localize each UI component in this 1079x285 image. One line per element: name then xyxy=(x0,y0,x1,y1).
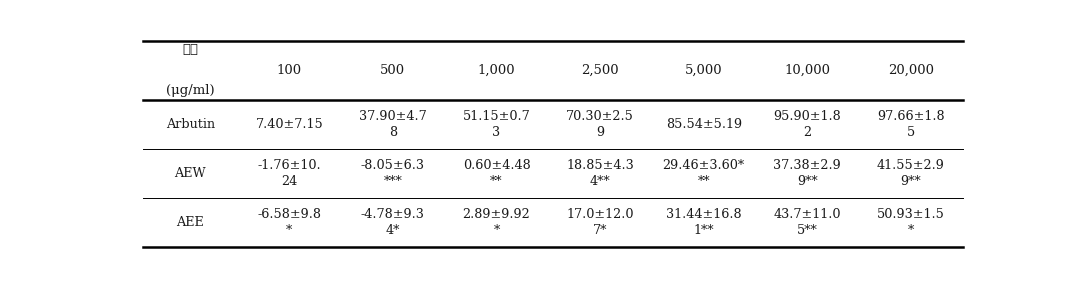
Text: 5: 5 xyxy=(906,126,915,139)
Text: 17.0±12.0: 17.0±12.0 xyxy=(566,208,633,221)
Text: 31.44±16.8: 31.44±16.8 xyxy=(666,208,741,221)
Text: 85.54±5.19: 85.54±5.19 xyxy=(666,118,741,131)
Text: 9**: 9** xyxy=(797,175,818,188)
Text: -4.78±9.3: -4.78±9.3 xyxy=(361,208,425,221)
Text: 37.90±4.7: 37.90±4.7 xyxy=(359,109,427,123)
Text: AEW: AEW xyxy=(175,167,206,180)
Text: 97.66±1.8: 97.66±1.8 xyxy=(877,109,945,123)
Text: **: ** xyxy=(490,175,503,188)
Text: -1.76±10.: -1.76±10. xyxy=(258,159,322,172)
Text: 18.85±4.3: 18.85±4.3 xyxy=(566,159,634,172)
Text: 1,000: 1,000 xyxy=(478,64,516,77)
Text: 50.93±1.5: 50.93±1.5 xyxy=(877,208,945,221)
Text: 9**: 9** xyxy=(901,175,921,188)
Text: 4**: 4** xyxy=(590,175,611,188)
Text: 43.7±11.0: 43.7±11.0 xyxy=(774,208,841,221)
Text: 51.15±0.7: 51.15±0.7 xyxy=(463,109,531,123)
Text: 0.60±4.48: 0.60±4.48 xyxy=(463,159,531,172)
Text: 37.38±2.9: 37.38±2.9 xyxy=(774,159,842,172)
Text: 95.90±1.8: 95.90±1.8 xyxy=(774,109,842,123)
Text: 20,000: 20,000 xyxy=(888,64,934,77)
Text: 24: 24 xyxy=(282,175,298,188)
Text: *: * xyxy=(493,224,500,237)
Text: 2: 2 xyxy=(803,126,811,139)
Text: 10,000: 10,000 xyxy=(784,64,831,77)
Text: 농도: 농도 xyxy=(182,43,199,56)
Text: 1**: 1** xyxy=(694,224,714,237)
Text: AEE: AEE xyxy=(177,216,204,229)
Text: 100: 100 xyxy=(276,64,302,77)
Text: 7*: 7* xyxy=(593,224,607,237)
Text: 29.46±3.60*: 29.46±3.60* xyxy=(663,159,745,172)
Text: **: ** xyxy=(697,175,710,188)
Text: 500: 500 xyxy=(380,64,406,77)
Text: -6.58±9.8: -6.58±9.8 xyxy=(257,208,322,221)
Text: *: * xyxy=(907,224,914,237)
Text: 7.40±7.15: 7.40±7.15 xyxy=(256,118,323,131)
Text: 9: 9 xyxy=(596,126,604,139)
Text: 70.30±2.5: 70.30±2.5 xyxy=(566,109,634,123)
Text: 8: 8 xyxy=(388,126,397,139)
Text: 2.89±9.92: 2.89±9.92 xyxy=(463,208,531,221)
Text: Arbutin: Arbutin xyxy=(166,118,215,131)
Text: 2,500: 2,500 xyxy=(582,64,619,77)
Text: 5,000: 5,000 xyxy=(685,64,723,77)
Text: -8.05±6.3: -8.05±6.3 xyxy=(360,159,425,172)
Text: (μg/ml): (μg/ml) xyxy=(166,84,215,97)
Text: 3: 3 xyxy=(492,126,501,139)
Text: 41.55±2.9: 41.55±2.9 xyxy=(877,159,945,172)
Text: *: * xyxy=(286,224,292,237)
Text: 4*: 4* xyxy=(385,224,400,237)
Text: ***: *** xyxy=(383,175,402,188)
Text: 5**: 5** xyxy=(797,224,818,237)
